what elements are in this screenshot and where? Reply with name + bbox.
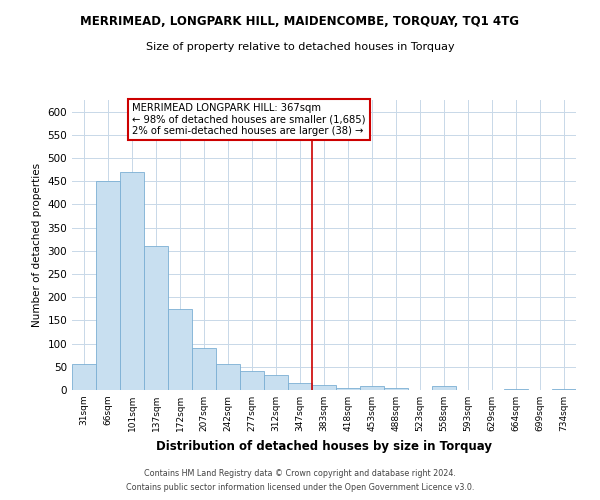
Bar: [72, 364, 96, 390]
Bar: [120, 172, 144, 390]
X-axis label: Distribution of detached houses by size in Torquay: Distribution of detached houses by size …: [156, 440, 492, 452]
Bar: [552, 389, 576, 390]
Bar: [144, 246, 168, 390]
Text: MERRIMEAD LONGPARK HILL: 367sqm
← 98% of detached houses are smaller (1,685)
2% : MERRIMEAD LONGPARK HILL: 367sqm ← 98% of…: [132, 103, 365, 136]
Bar: [168, 309, 192, 390]
Bar: [264, 375, 288, 390]
Bar: [384, 388, 408, 390]
Bar: [360, 386, 384, 390]
Bar: [240, 370, 264, 390]
Bar: [216, 364, 240, 390]
Y-axis label: Number of detached properties: Number of detached properties: [32, 163, 42, 327]
Bar: [288, 383, 312, 390]
Bar: [312, 386, 336, 390]
Text: Contains HM Land Registry data © Crown copyright and database right 2024.: Contains HM Land Registry data © Crown c…: [144, 468, 456, 477]
Bar: [336, 388, 360, 390]
Text: Size of property relative to detached houses in Torquay: Size of property relative to detached ho…: [146, 42, 454, 52]
Bar: [504, 388, 528, 390]
Text: Contains public sector information licensed under the Open Government Licence v3: Contains public sector information licen…: [126, 484, 474, 492]
Bar: [96, 181, 120, 390]
Bar: [432, 386, 456, 390]
Text: MERRIMEAD, LONGPARK HILL, MAIDENCOMBE, TORQUAY, TQ1 4TG: MERRIMEAD, LONGPARK HILL, MAIDENCOMBE, T…: [80, 15, 520, 28]
Bar: [192, 348, 216, 390]
